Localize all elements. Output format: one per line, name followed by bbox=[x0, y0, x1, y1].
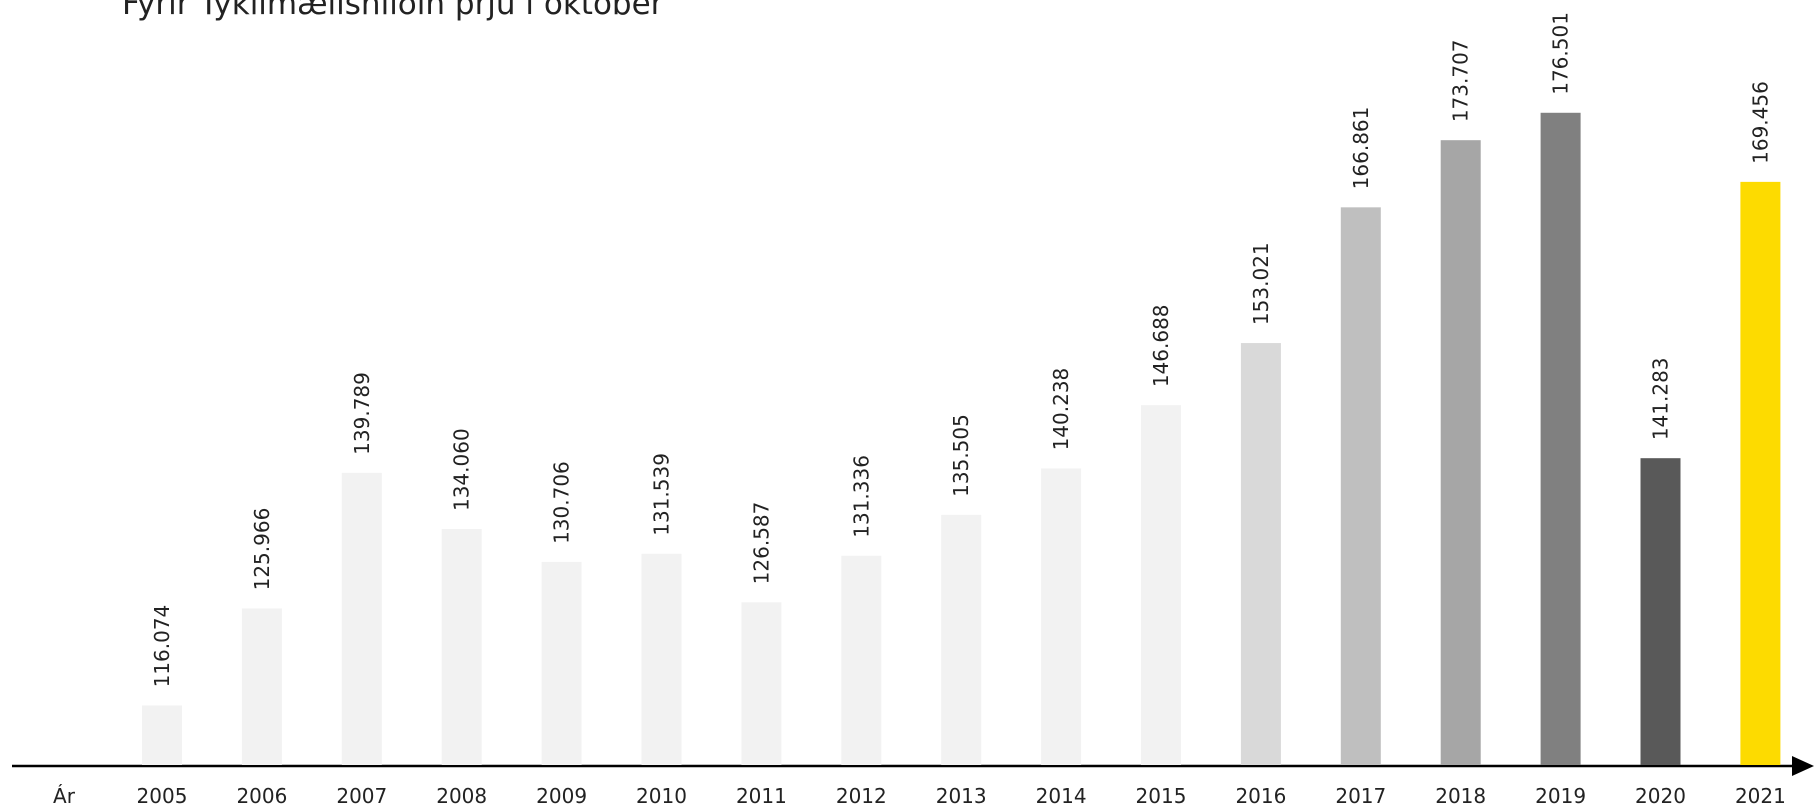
value-label: 116.074 bbox=[150, 605, 174, 688]
value-label: 139.789 bbox=[350, 372, 374, 455]
x-tick-label: 2015 bbox=[1136, 784, 1187, 807]
bar bbox=[1540, 112, 1581, 765]
x-tick-label: 2019 bbox=[1535, 784, 1586, 807]
value-label: 135.505 bbox=[949, 414, 973, 497]
x-tick-label: 2017 bbox=[1335, 784, 1386, 807]
x-axis-label: Ár bbox=[53, 784, 76, 807]
value-label: 146.688 bbox=[1149, 304, 1173, 387]
value-label: 125.966 bbox=[250, 508, 274, 591]
bar bbox=[641, 553, 682, 765]
bar bbox=[341, 472, 382, 765]
value-label: 134.060 bbox=[450, 428, 474, 511]
x-tick-label: 2008 bbox=[436, 784, 487, 807]
value-label: 131.336 bbox=[849, 455, 873, 538]
value-label: 153.021 bbox=[1249, 242, 1273, 325]
value-label: 126.587 bbox=[749, 502, 773, 585]
bar bbox=[441, 529, 482, 765]
bar bbox=[841, 555, 882, 765]
bar bbox=[142, 705, 182, 765]
x-tick-label: 2020 bbox=[1635, 784, 1686, 807]
bar bbox=[1141, 405, 1181, 765]
x-tick-label: 2016 bbox=[1235, 784, 1286, 807]
x-tick-label: 2018 bbox=[1435, 784, 1486, 807]
x-tick-label: 2010 bbox=[636, 784, 687, 807]
axis-arrow bbox=[1792, 756, 1814, 776]
x-tick-label: 2013 bbox=[936, 784, 987, 807]
value-label: 140.238 bbox=[1049, 368, 1073, 451]
x-tick-label: 2012 bbox=[836, 784, 887, 807]
x-tick-label: 2014 bbox=[1036, 784, 1087, 807]
x-tick-label: 2009 bbox=[536, 784, 587, 807]
bar bbox=[541, 561, 582, 765]
bar bbox=[1740, 181, 1781, 765]
bar bbox=[1240, 343, 1281, 765]
bar bbox=[941, 514, 982, 765]
value-label: 130.706 bbox=[550, 461, 574, 544]
x-tick-label: 2011 bbox=[736, 784, 787, 807]
bar bbox=[1440, 140, 1481, 766]
value-label: 173.707 bbox=[1449, 39, 1473, 122]
value-label: 141.283 bbox=[1649, 357, 1673, 440]
value-label: 166.861 bbox=[1349, 107, 1373, 190]
bar bbox=[1041, 468, 1082, 765]
bar bbox=[241, 608, 282, 765]
bar bbox=[741, 602, 782, 765]
bar bbox=[1340, 207, 1381, 765]
bar bbox=[1640, 458, 1681, 765]
value-label: 176.501 bbox=[1549, 12, 1573, 95]
x-tick-label: 2006 bbox=[236, 784, 287, 807]
x-tick-label: 2021 bbox=[1735, 784, 1786, 807]
x-tick-label: 2007 bbox=[336, 784, 387, 807]
value-label: 131.539 bbox=[650, 453, 674, 536]
value-label: 169.456 bbox=[1748, 81, 1772, 164]
chart-title: Fyrir Tyklimælishliðin þrjú í október bbox=[122, 0, 664, 22]
x-tick-label: 2005 bbox=[137, 784, 188, 807]
